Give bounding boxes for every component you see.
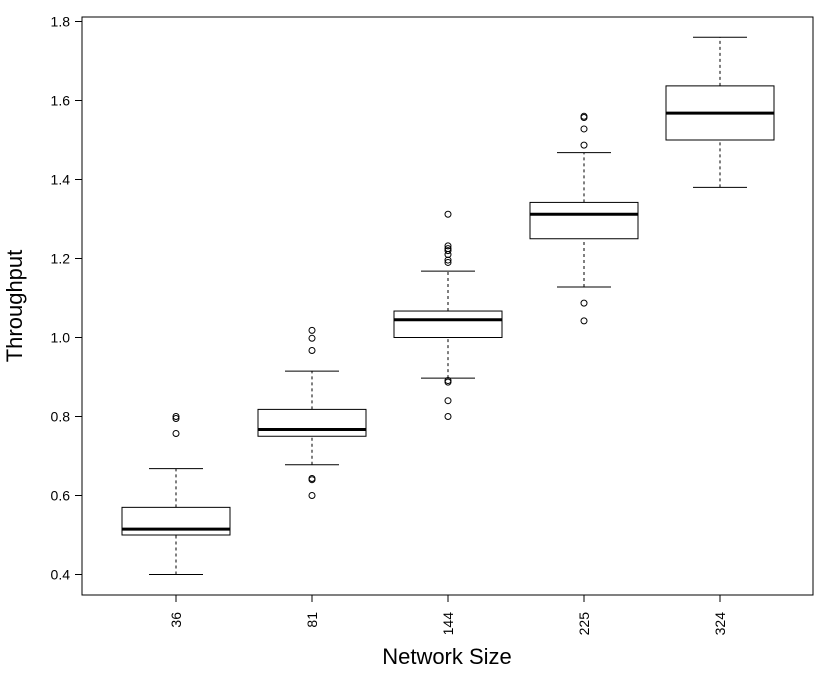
- box-series: [121, 36, 775, 575]
- outlier-point: [444, 397, 452, 405]
- outlier-point: [444, 247, 452, 255]
- box-group: [665, 36, 775, 188]
- outlier-point: [308, 347, 316, 355]
- outlier-point: [444, 258, 452, 266]
- x-tick-label: 36: [168, 612, 184, 628]
- x-axis-title: Network Size: [382, 644, 512, 669]
- iqr-box: [257, 408, 367, 437]
- y-tick-label: 0.4: [51, 567, 71, 583]
- x-tick-label: 81: [304, 612, 320, 628]
- outlier-point: [308, 475, 316, 483]
- outlier-point: [580, 125, 588, 133]
- y-tick-label: 0.6: [51, 488, 71, 504]
- outlier-point: [308, 492, 316, 499]
- y-tick-label: 1.0: [51, 330, 71, 346]
- outlier-point: [580, 317, 588, 325]
- outlier-point: [580, 299, 588, 307]
- x-tick-label: 225: [576, 612, 592, 636]
- box-group: [121, 413, 231, 575]
- iqr-box: [393, 310, 503, 339]
- outlier-point: [308, 334, 316, 342]
- outlier-point: [172, 413, 180, 420]
- box-group: [529, 112, 639, 325]
- x-tick-label: 144: [440, 612, 456, 636]
- outlier-point: [444, 245, 452, 253]
- outlier-point: [444, 377, 452, 385]
- outlier-point: [580, 112, 588, 120]
- outlier-point: [444, 242, 452, 250]
- box-group: [257, 326, 367, 499]
- outlier-point: [444, 413, 452, 420]
- x-tick-label: 324: [712, 612, 728, 636]
- y-tick-label: 1.8: [51, 14, 71, 30]
- outlier-point: [172, 414, 180, 422]
- box-group: [393, 210, 503, 420]
- iqr-box: [121, 506, 231, 536]
- outlier-point: [308, 326, 316, 334]
- outlier-point: [580, 141, 588, 149]
- y-axis-title: Throughput: [2, 250, 27, 363]
- outlier-point: [444, 210, 452, 218]
- x-axis: 36 81 144 225 324: [168, 594, 728, 636]
- y-tick-label: 1.2: [51, 251, 71, 267]
- iqr-box: [529, 201, 639, 240]
- y-axis: 0.4 0.6 0.8 1.0 1.2 1.4 1.6 1.8: [51, 14, 83, 583]
- y-tick-label: 0.8: [51, 409, 71, 425]
- outlier-point: [172, 429, 180, 437]
- y-tick-label: 1.4: [51, 172, 71, 188]
- y-tick-label: 1.6: [51, 93, 71, 109]
